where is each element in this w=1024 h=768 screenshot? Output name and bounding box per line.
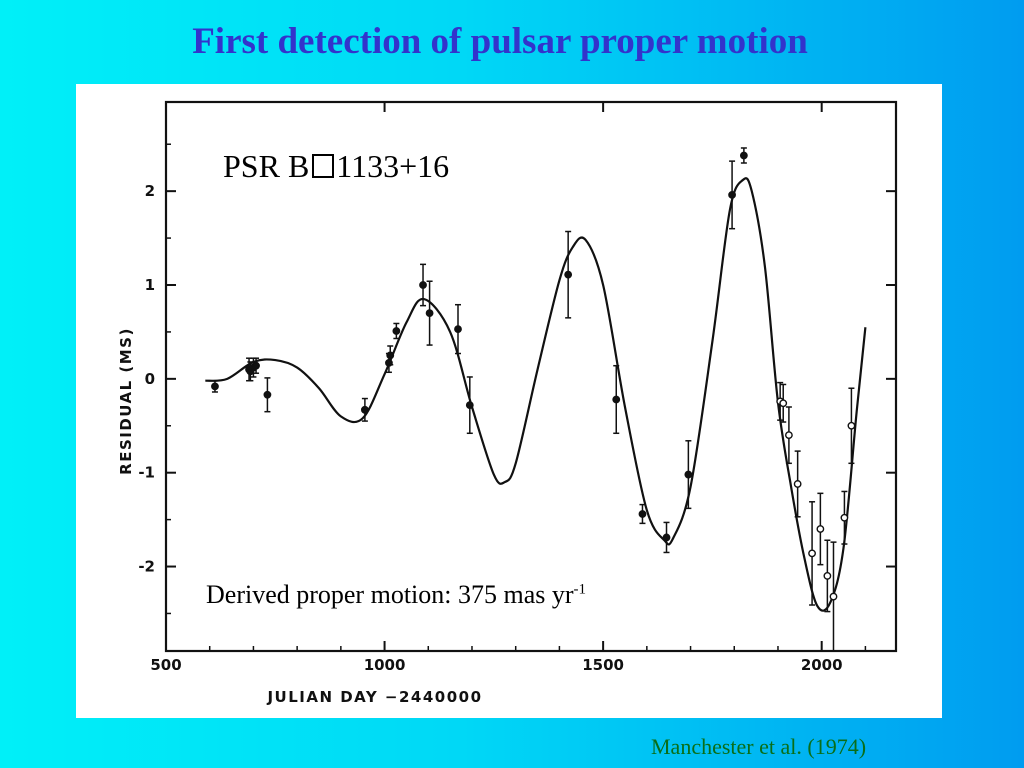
data-point	[728, 160, 736, 230]
proper-motion-text: Derived proper motion: 375 mas yr	[206, 580, 574, 609]
data-point	[823, 539, 832, 613]
point-marker	[829, 592, 838, 601]
data-point	[425, 280, 434, 346]
point-marker	[263, 390, 272, 399]
data-point	[662, 521, 671, 554]
point-marker	[684, 470, 693, 479]
data-point	[793, 450, 802, 518]
x-tick-label: 1500	[582, 656, 624, 674]
data-point	[612, 364, 621, 435]
y-axis-label: RESIDUAL (MS)	[117, 327, 135, 475]
point-marker	[816, 525, 825, 533]
point-marker	[425, 309, 434, 318]
x-tick-label: 500	[150, 656, 181, 674]
point-marker	[638, 510, 647, 518]
data-point	[684, 440, 693, 510]
x-tick-label: 1000	[364, 656, 406, 674]
point-marker	[728, 191, 736, 199]
citation: Manchester et al. (1974)	[651, 734, 867, 759]
data-point	[847, 387, 856, 465]
data-point	[785, 406, 793, 465]
missing-glyph-box	[312, 154, 335, 178]
data-point	[419, 263, 427, 307]
residual-chart: 500 1000 1500 2000 -2 -1 0 1 2 JULIAN DAY −24400…	[117, 100, 898, 706]
point-marker	[823, 572, 832, 580]
data-point	[816, 492, 825, 566]
point-marker	[847, 421, 856, 430]
x-axis-label: JULIAN DAY −2440000	[266, 688, 482, 706]
point-marker	[454, 325, 462, 334]
data-point	[263, 377, 272, 413]
point-marker	[465, 401, 474, 410]
point-marker	[739, 151, 748, 160]
point-marker	[793, 480, 802, 488]
y-tick-label: 0	[145, 370, 155, 388]
point-marker	[840, 513, 849, 522]
point-marker	[612, 395, 621, 404]
data-point	[564, 230, 573, 319]
point-marker	[779, 399, 788, 408]
data-point	[829, 541, 838, 652]
data-point	[246, 361, 255, 382]
point-marker	[785, 431, 793, 440]
point-marker	[564, 270, 573, 279]
x-tick-label: 2000	[801, 656, 843, 674]
y-tick-label: -1	[138, 464, 155, 482]
data-point	[386, 345, 395, 366]
fit-curve	[205, 177, 867, 612]
point-marker	[808, 549, 816, 558]
data-point	[392, 322, 401, 340]
data-point	[360, 397, 369, 422]
point-marker	[252, 361, 260, 370]
point-marker	[662, 533, 671, 542]
point-marker	[419, 281, 427, 289]
pulsar-name-label: PSR B 1133+16	[223, 148, 449, 185]
data-point	[840, 490, 849, 545]
proper-motion-exponent: -1	[573, 581, 587, 598]
data-point	[465, 376, 474, 435]
point-marker	[211, 382, 219, 391]
slide-title: First detection of pulsar proper motion	[192, 21, 808, 62]
data-point	[252, 357, 260, 374]
pulsar-name-suffix: 1133+16	[336, 148, 450, 184]
data-point	[211, 379, 219, 393]
y-tick-label: 1	[145, 276, 155, 294]
data-point	[808, 501, 816, 606]
chart-panel: 500 1000 1500 2000 -2 -1 0 1 2 JULIAN DAY −24400…	[76, 84, 942, 718]
plot-frame	[164, 100, 898, 653]
proper-motion-label: Derived proper motion: 375 mas yr-1	[206, 580, 586, 610]
y-tick-label: 2	[145, 182, 155, 200]
data-point	[739, 147, 748, 164]
point-marker	[360, 405, 369, 414]
data-point	[454, 303, 462, 355]
y-tick-label: -2	[138, 558, 155, 576]
data-point	[638, 503, 647, 525]
point-marker	[386, 351, 395, 360]
point-marker	[392, 327, 401, 335]
data-point	[779, 383, 788, 423]
pulsar-name-prefix: PSR B	[223, 148, 310, 184]
